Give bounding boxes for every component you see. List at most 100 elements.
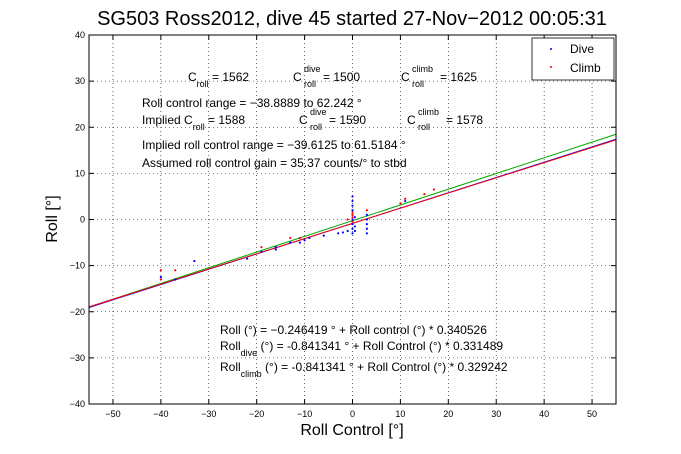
data-point-dive	[346, 229, 349, 233]
data-point-dive	[308, 236, 311, 240]
data-point-climb	[159, 278, 162, 281]
c-roll-main: C	[188, 70, 197, 84]
y-tick-label: 0	[80, 215, 85, 225]
data-point-climb	[298, 236, 301, 240]
x-tick-label: −50	[105, 409, 120, 419]
c-roll-climb-sub: roll	[412, 79, 424, 89]
legend-label-climb: Climb	[570, 61, 601, 75]
fit-equation-climb: Rollclimb (°) = -0.841341 ° + Roll Contr…	[220, 360, 508, 379]
data-point-dive	[289, 241, 292, 244]
fit-equation-overall: Roll (°) = −0.246419 ° + Roll control (°…	[220, 323, 487, 337]
data-point-dive	[174, 278, 177, 281]
data-point-dive	[351, 223, 354, 226]
data-point-dive	[351, 209, 354, 212]
c-roll-dive-main: C	[293, 70, 302, 84]
y-tick-label: −10	[70, 261, 85, 271]
data-point-dive	[365, 213, 368, 216]
y-tick-label: 40	[75, 30, 85, 40]
data-point-climb	[423, 193, 426, 196]
data-point-climb	[351, 211, 354, 214]
axis-ticks: −50 −40 −30 −20 −10 0 10 20 30 40 50 −40 −30 −20 −10 0 1…	[70, 30, 616, 419]
fit-eq-dive-main: Roll	[220, 339, 241, 353]
data-point-dive	[351, 199, 354, 203]
data-point-dive	[365, 218, 368, 221]
fit-eq-climb-rest: (°) = -0.841341 ° + Roll Control (°) * 0…	[262, 360, 508, 374]
annotation-c-roll: Croll = 1562 C dive roll = 1500 C climb …	[188, 64, 477, 89]
data-point-dive	[298, 241, 301, 244]
data-point-dive	[351, 195, 354, 198]
annotation-implied: Implied Croll = 1588 C dive roll = 1590 …	[142, 107, 483, 132]
chart-title: SG503 Ross2012, dive 45 started 27-Nov−2…	[97, 8, 607, 30]
x-tick-label: −10	[297, 409, 312, 419]
data-point-dive	[353, 229, 356, 233]
fit-line	[88, 133, 617, 308]
data-point-dive	[353, 216, 356, 219]
data-point-dive	[246, 257, 249, 260]
data-points	[159, 188, 436, 281]
y-tick-label: −30	[70, 353, 85, 363]
x-tick-label: −30	[201, 409, 216, 419]
c-roll-climb-main: C	[401, 70, 410, 84]
data-point-dive	[351, 218, 354, 221]
x-tick-label: 0	[350, 409, 355, 419]
data-point-climb	[432, 188, 436, 191]
fit-eq-dive-sub: dive	[241, 348, 258, 358]
fit-equation-dive: Rolldive (°) = -0.841341 ° + Roll Contro…	[220, 339, 503, 358]
x-tick-label: 30	[491, 409, 501, 419]
data-point-climb	[365, 209, 368, 212]
data-point-dive	[353, 225, 356, 228]
y-tick-label: 20	[75, 122, 85, 132]
x-tick-label: −40	[153, 409, 168, 419]
x-tick-label: −20	[249, 409, 264, 419]
data-point-climb	[174, 269, 177, 272]
legend: Dive Climb	[531, 37, 615, 81]
implied-dive-main: C	[299, 113, 308, 127]
c-roll-climb-value: = 1625	[440, 70, 477, 84]
c-roll-dive-sup: dive	[304, 64, 321, 74]
legend-marker-dive	[550, 48, 552, 50]
data-point-dive	[351, 232, 354, 235]
legend-box	[531, 37, 615, 81]
implied-dive-sub: roll	[310, 122, 322, 132]
x-tick-label: 50	[587, 409, 597, 419]
data-point-dive	[322, 234, 325, 237]
data-point-climb	[351, 213, 354, 216]
data-point-climb	[351, 216, 354, 219]
data-point-dive	[351, 204, 354, 207]
data-point-climb	[404, 197, 407, 200]
data-point-dive	[303, 239, 306, 242]
grid-lines	[89, 35, 616, 404]
x-tick-label: 20	[443, 409, 453, 419]
y-tick-label: 10	[75, 168, 85, 178]
data-point-dive	[351, 227, 354, 230]
implied-climb-main: C	[407, 113, 416, 127]
data-point-climb	[260, 246, 263, 249]
data-point-dive	[274, 246, 277, 249]
implied-dive-sup: dive	[310, 107, 327, 117]
data-point-dive	[365, 232, 368, 235]
fit-eq-dive-rest: (°) = -0.841341 ° + Roll Control (°) * 0…	[257, 339, 503, 353]
data-point-climb	[351, 220, 354, 223]
svg-text:C: C	[293, 70, 302, 84]
implied-climb-value: = 1578	[446, 113, 483, 127]
y-axis-label: Roll [°]	[44, 195, 61, 242]
data-point-climb	[346, 218, 349, 221]
implied-main: Implied C	[142, 113, 193, 127]
x-axis-label: Roll Control [°]	[300, 422, 403, 439]
implied-climb-sub: roll	[418, 122, 430, 132]
c-roll-value: = 1562	[209, 70, 250, 84]
svg-text:Croll = 1562: Croll = 1562	[188, 70, 249, 89]
data-point-climb	[289, 236, 292, 240]
fit-eq-climb-main: Roll	[220, 360, 241, 374]
c-roll-dive-sub: roll	[304, 79, 316, 89]
legend-marker-climb	[550, 66, 552, 68]
fit-eq-climb-sub: climb	[241, 369, 262, 379]
y-tick-label: 30	[75, 76, 85, 86]
x-tick-label: 40	[539, 409, 549, 419]
implied-sub: roll	[193, 122, 205, 132]
implied-dive-value: = 1590	[329, 113, 366, 127]
data-point-dive	[365, 227, 368, 230]
data-point-dive	[274, 248, 277, 251]
